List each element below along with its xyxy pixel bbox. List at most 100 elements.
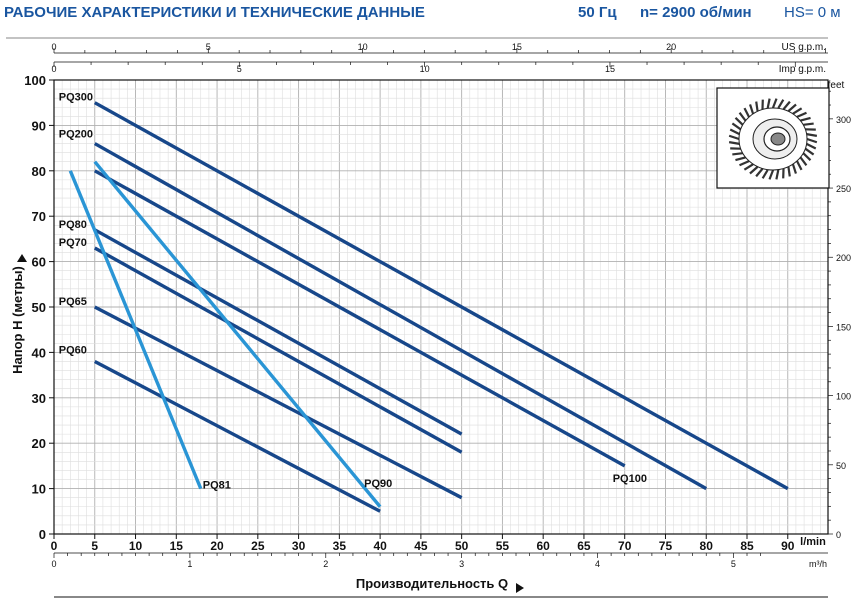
impeller-blade (732, 152, 743, 156)
impeller-blade (739, 160, 750, 167)
x-tick-label: 30 (292, 539, 306, 553)
us-gpm-tick-label: 0 (51, 42, 56, 52)
x-tick-label: 15 (170, 539, 184, 553)
impeller-blade (799, 156, 808, 166)
impeller-blade (791, 163, 797, 174)
x-tick-label: 35 (333, 539, 347, 553)
y-tick-label: 30 (32, 391, 46, 406)
curve-label-pq300: PQ300 (59, 92, 93, 104)
feet-tick-label: 300 (836, 115, 851, 125)
imp-gpm-tick-label: 15 (605, 64, 615, 74)
y-tick-label: 10 (32, 482, 46, 497)
y-tick-label: 100 (24, 73, 46, 88)
impeller-blade (738, 112, 747, 122)
curve-pq70 (93, 246, 463, 454)
impeller-blade (777, 99, 785, 109)
x-axis-arrow-icon (516, 583, 524, 593)
m3h-tick-label: 2 (323, 559, 328, 569)
curve-pq60 (93, 359, 381, 513)
impeller-blade (806, 137, 818, 144)
imp-gpm-tick-label: 0 (51, 64, 56, 74)
feet-unit: feet (828, 80, 845, 91)
feet-tick-label: 200 (836, 253, 851, 263)
x-tick-label: 10 (129, 539, 143, 553)
y-tick-label: 40 (32, 345, 46, 360)
y-tick-label: 50 (32, 300, 46, 315)
curve-label-pq60: PQ60 (59, 344, 87, 356)
frequency-label: 50 Гц (578, 4, 617, 21)
imp-gpm-tick-label: 5 (237, 64, 242, 74)
m3h-tick-label: 1 (187, 559, 192, 569)
y-tick-label: 80 (32, 164, 46, 179)
impeller-blade (734, 117, 744, 126)
x-tick-label: 60 (537, 539, 551, 553)
curve-label-pq100: PQ100 (613, 473, 647, 485)
x-tick-label: 70 (618, 539, 632, 553)
y-tick-label: 60 (32, 255, 46, 270)
curve-label-pq65: PQ65 (59, 296, 87, 308)
impeller-blade (803, 122, 814, 126)
impeller-blade (728, 134, 740, 141)
impeller-blade (806, 142, 817, 150)
y-tick-label: 70 (32, 209, 46, 224)
x-tick-label: 40 (373, 539, 387, 553)
x-tick-label: 50 (455, 539, 469, 553)
y-tick-label: 20 (32, 436, 46, 451)
x-tick-label: 75 (659, 539, 673, 553)
x-tick-label: 25 (251, 539, 265, 553)
y-tick-label: 90 (32, 118, 46, 133)
impeller-blade (775, 169, 780, 180)
curve-labels: PQ300 PQ200 PQ100 PQ80 PQ70 PQ65 PQ60 PQ81 PQ90 (59, 92, 647, 492)
m3h-tick-label: 5 (731, 559, 736, 569)
feet-tick-label: 250 (836, 184, 851, 194)
impeller-blade (771, 98, 778, 109)
y-tick-label: 0 (39, 527, 46, 542)
curve-pq300 (93, 101, 789, 491)
m3h-unit: m³/h (809, 559, 827, 569)
curve-label-pq90: PQ90 (364, 478, 392, 490)
curve-label-pq81: PQ81 (203, 480, 231, 492)
impeller-blade (796, 160, 803, 171)
impeller-blade (755, 168, 764, 178)
us-gpm-tick-label: 20 (666, 42, 676, 52)
curve-pq65 (93, 305, 463, 500)
m3h-tick-label: 4 (595, 559, 600, 569)
feet-tick-label: 0 (836, 530, 841, 540)
impeller-blade (796, 111, 807, 118)
speed-label: n= 2900 об/мин (640, 4, 752, 21)
y-axis-arrow-icon (17, 254, 27, 262)
curve-pq80 (93, 228, 463, 436)
x-tick-label: 80 (700, 539, 714, 553)
chart-grid (53, 79, 828, 535)
impeller-blade (792, 107, 803, 115)
imp-gpm-unit: Imp g.p.m. (779, 64, 826, 75)
impeller-blade (802, 152, 812, 161)
impeller-blade (728, 141, 740, 145)
impeller-blade (731, 122, 742, 131)
impeller-blade (787, 103, 797, 112)
impeller-blade (755, 101, 759, 112)
x-tick-label: 0 (51, 539, 58, 553)
impeller-blade (729, 128, 740, 136)
curve-label-pq80: PQ80 (59, 219, 87, 231)
impeller-blade (806, 133, 818, 137)
header: РАБОЧИЕ ХАРАКТЕРИСТИКИ И ТЕХНИЧЕСКИЕ ДАН… (0, 0, 856, 28)
chart-title: РАБОЧИЕ ХАРАКТЕРИСТИКИ И ТЕХНИЧЕСКИЕ ДАН… (4, 4, 425, 21)
x-axis-label: Производительность Q (356, 576, 508, 591)
impeller-blade (800, 116, 811, 122)
lpm-unit: l/min (800, 536, 826, 548)
pump-curves (68, 101, 789, 513)
x-tick-label: 65 (577, 539, 591, 553)
us-gpm-tick-label: 10 (358, 42, 368, 52)
m3h-tick-label: 0 (51, 559, 56, 569)
feet-tick-label: 150 (836, 322, 851, 332)
impeller-blade (782, 100, 791, 110)
x-tick-label: 5 (91, 539, 98, 553)
impeller-blade (743, 107, 750, 118)
impeller-icon (716, 87, 830, 189)
x-tick-label: 90 (781, 539, 795, 553)
impeller-blade (749, 104, 755, 115)
imp-gpm-tick-label: 10 (420, 64, 430, 74)
